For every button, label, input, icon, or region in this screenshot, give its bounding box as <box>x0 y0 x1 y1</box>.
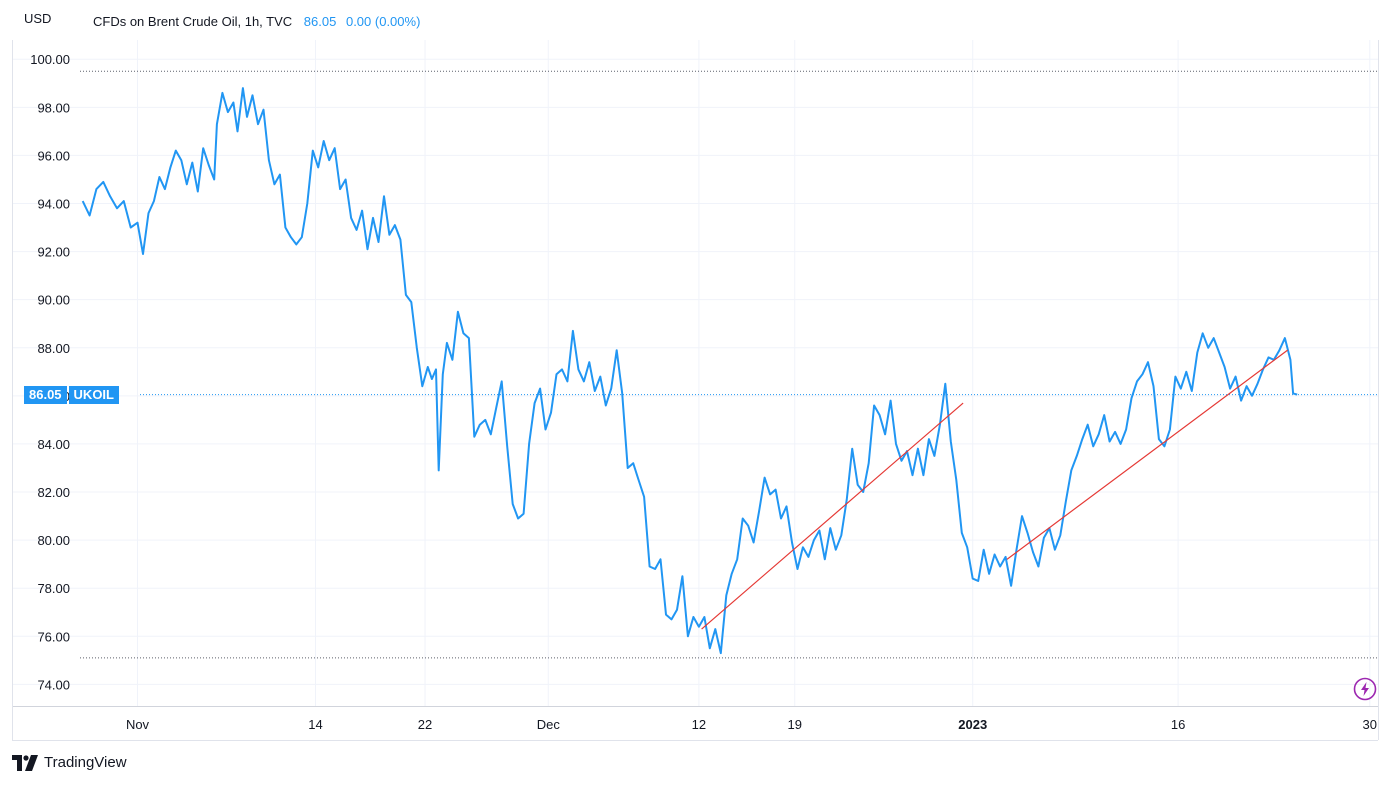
price-tag: 86.05 UKOIL <box>24 385 119 404</box>
dotted-levels <box>80 70 1378 659</box>
y-tick-label: 92.00 <box>37 245 70 260</box>
y-tick-label: 76.00 <box>37 629 70 644</box>
trendline[interactable] <box>1006 349 1288 560</box>
symbol-title[interactable]: CFDs on Brent Crude Oil, 1h, TVC <box>93 14 293 29</box>
x-tick-label: Dec <box>537 717 561 732</box>
price-change: 0.00 (0.00%) <box>345 14 421 29</box>
y-axis[interactable]: 100.0098.0096.0094.0092.0090.0088.0086.0… <box>30 52 70 692</box>
brand[interactable]: TradingView <box>12 754 127 771</box>
lightning-icon[interactable] <box>1353 677 1377 701</box>
y-tick-label: 98.00 <box>37 100 70 115</box>
y-tick-label: 90.00 <box>37 293 70 308</box>
y-tick-label: 78.00 <box>37 581 70 596</box>
y-tick-label: 80.00 <box>37 533 70 548</box>
x-tick-label: 19 <box>787 717 801 732</box>
y-tick-label: 74.00 <box>37 677 70 692</box>
x-tick-label: 2023 <box>958 717 987 732</box>
x-tick-label: Nov <box>126 717 150 732</box>
y-tick-label: 94.00 <box>37 196 70 211</box>
y-tick-label: 82.00 <box>37 485 70 500</box>
x-tick-label: 12 <box>692 717 706 732</box>
price-tag-ticker: UKOIL <box>68 385 119 404</box>
legend: CFDs on Brent Crude Oil, 1h, TVC 86.05 0… <box>93 14 420 29</box>
trendline[interactable] <box>701 402 964 630</box>
x-tick-label: 14 <box>308 717 322 732</box>
x-tick-label: 30 <box>1363 717 1377 732</box>
tradingview-logo-icon <box>12 754 38 771</box>
trendlines[interactable] <box>701 349 1288 630</box>
x-tick-label: 22 <box>418 717 432 732</box>
price-tag-value: 86.05 <box>24 385 67 404</box>
y-tick-label: 84.00 <box>37 437 70 452</box>
y-tick-label: 100.00 <box>30 52 70 67</box>
y-tick-label: 88.00 <box>37 341 70 356</box>
grid <box>12 40 1378 706</box>
brand-name: TradingView <box>44 754 127 771</box>
y-tick-label: 96.00 <box>37 148 70 163</box>
last-price: 86.05 <box>303 14 337 29</box>
currency-unit: USD <box>24 11 52 26</box>
x-tick-label: 16 <box>1171 717 1185 732</box>
price-series-line[interactable] <box>81 87 1298 655</box>
x-axis[interactable]: Nov 14 22 Dec 12 19 2023 16 30 <box>126 717 1377 732</box>
